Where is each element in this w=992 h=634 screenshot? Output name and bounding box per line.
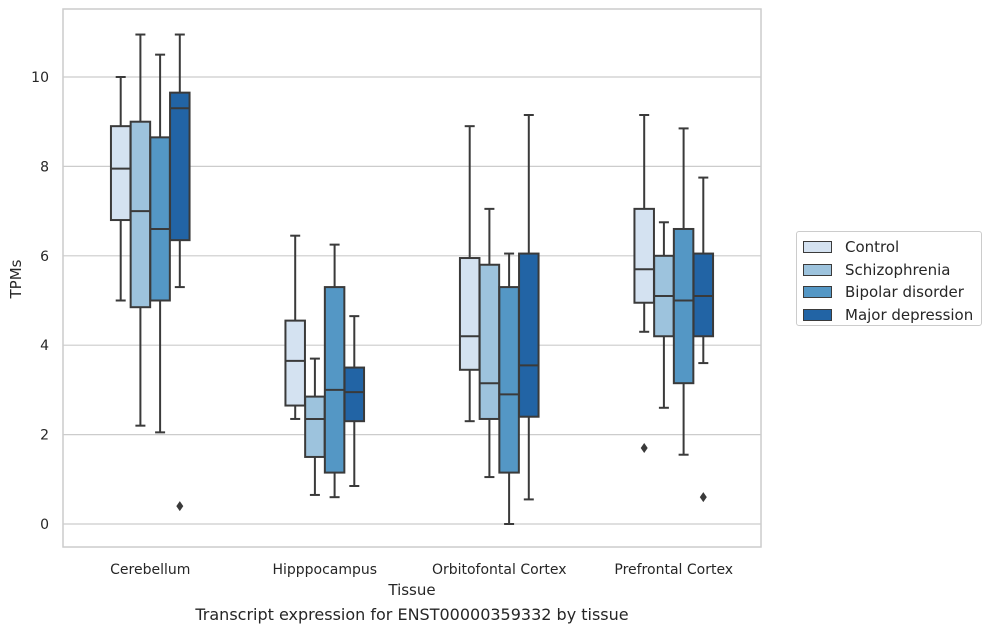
plot-frame [62, 8, 762, 548]
y-tick-label: 8 [40, 159, 49, 175]
box-control [109, 76, 132, 302]
outlier-point [699, 492, 707, 503]
y-tick-labels: 0 2 4 6 8 10 [31, 70, 49, 533]
box-bipolar-disorder [498, 252, 520, 525]
legend-label: Schizophrenia [845, 260, 951, 279]
legend-item: Bipolar disorder [803, 281, 981, 304]
box-major-depression [518, 113, 540, 501]
box-iqr [518, 252, 540, 418]
x-tick-label: Cerebellum [110, 562, 190, 578]
box-iqr [458, 257, 481, 371]
y-tick-label: 0 [40, 517, 49, 533]
outlier-point [640, 443, 648, 454]
box-iqr [633, 207, 655, 304]
legend-item: Schizophrenia [803, 259, 981, 282]
legend-swatch [803, 241, 832, 254]
legend-label: Control [845, 238, 900, 257]
legend-swatch [803, 263, 832, 276]
x-tick-labels: Cerebellum Hipppocampus Orbitofontal Corte… [110, 562, 733, 578]
y-tick-label: 2 [40, 428, 49, 444]
box-schizophrenia [304, 357, 326, 496]
y-tick-label: 10 [31, 70, 49, 86]
box-bipolar-disorder [323, 243, 346, 499]
legend-swatch [803, 286, 832, 299]
box-bipolar-disorder [149, 53, 171, 434]
box-iqr [478, 263, 501, 420]
legend-item: Major depression [803, 304, 981, 327]
box-schizophrenia [129, 33, 152, 427]
chart-caption: Transcript expression for ENST0000035933… [195, 605, 629, 624]
legend-swatch [803, 308, 832, 321]
legend: Control Schizophrenia Bipolar disorder Majo… [796, 231, 982, 326]
legend-item: Control [803, 236, 981, 259]
box-schizophrenia [653, 221, 675, 409]
box-control [458, 125, 481, 423]
box-iqr [498, 286, 520, 474]
box-control [633, 113, 655, 454]
box-iqr [304, 395, 326, 458]
box-iqr [129, 120, 152, 309]
box-major-depression [169, 33, 191, 512]
y-tick-label: 6 [40, 249, 49, 265]
y-axis-label: TPMs [7, 259, 25, 299]
legend-label: Major depression [845, 305, 974, 324]
box-iqr [109, 125, 132, 222]
box-iqr [284, 319, 306, 407]
boxes [109, 33, 715, 525]
box-control [284, 234, 306, 420]
x-axis-label: Tissue [387, 581, 435, 599]
x-tick-label: Orbitofontal Cortex [432, 562, 567, 578]
outlier-point [176, 501, 184, 512]
box-iqr [692, 252, 715, 338]
box-iqr [169, 91, 191, 242]
box-major-depression [692, 176, 715, 503]
legend-label: Bipolar disorder [845, 283, 964, 302]
y-tick-label: 4 [40, 338, 49, 354]
x-tick-label: Hipppocampus [272, 562, 377, 578]
box-bipolar-disorder [672, 127, 695, 456]
box-schizophrenia [478, 207, 501, 479]
box-iqr [323, 286, 346, 474]
box-major-depression [343, 315, 366, 488]
box-iqr [672, 227, 695, 385]
box-iqr [149, 136, 171, 302]
box-iqr [343, 366, 366, 423]
x-tick-label: Prefrontal Cortex [614, 562, 733, 578]
